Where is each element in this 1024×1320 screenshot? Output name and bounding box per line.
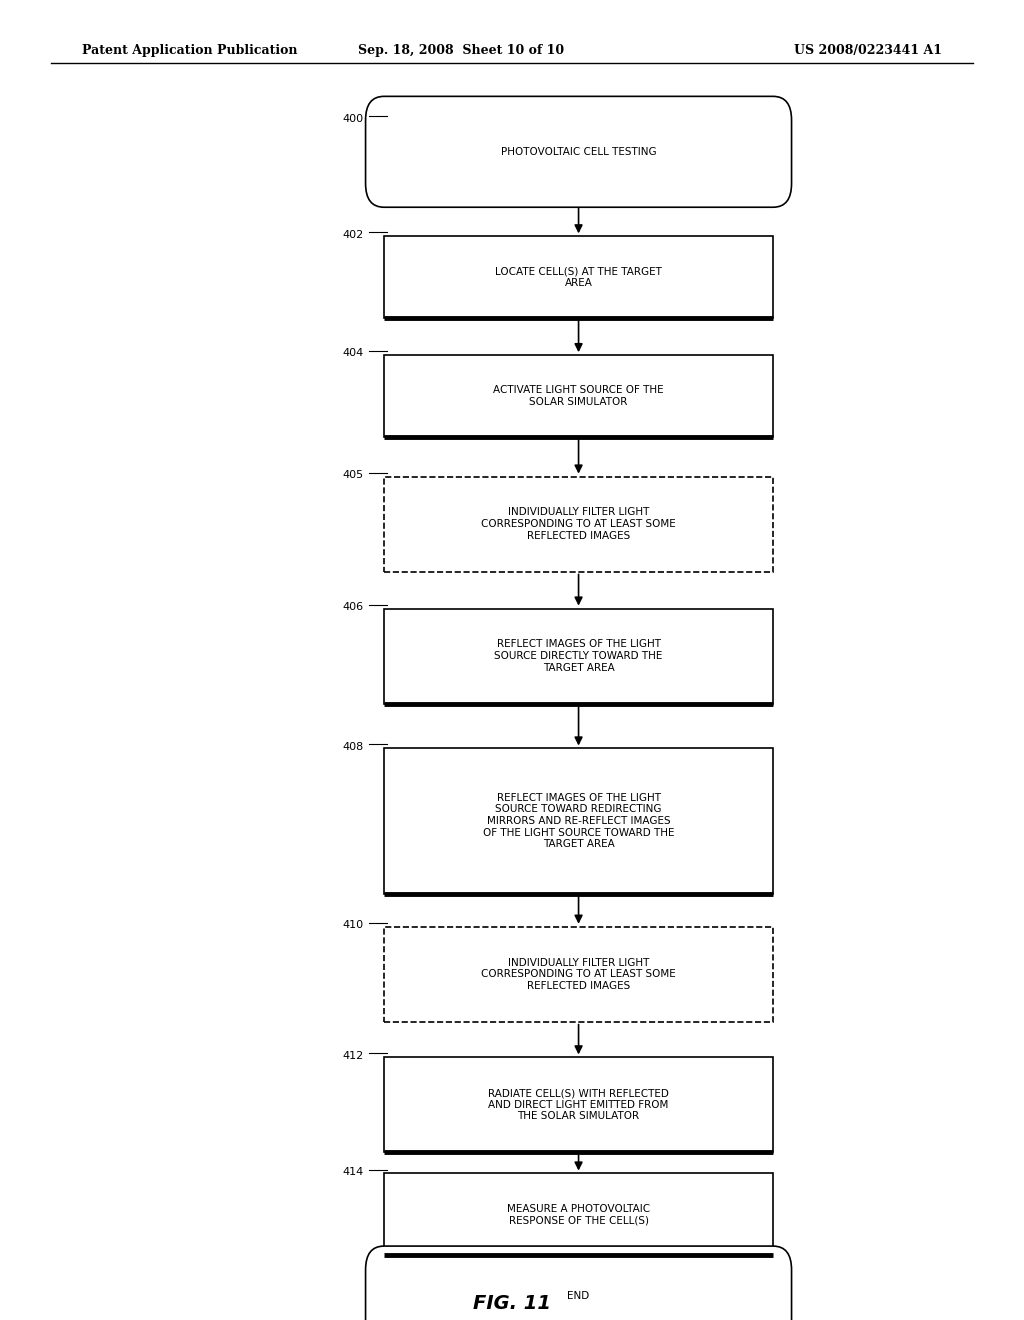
FancyBboxPatch shape: [384, 609, 773, 704]
Text: Sep. 18, 2008  Sheet 10 of 10: Sep. 18, 2008 Sheet 10 of 10: [357, 44, 564, 57]
Text: MEASURE A PHOTOVOLTAIC
RESPONSE OF THE CELL(S): MEASURE A PHOTOVOLTAIC RESPONSE OF THE C…: [507, 1204, 650, 1225]
FancyBboxPatch shape: [384, 236, 773, 318]
FancyBboxPatch shape: [384, 1173, 773, 1255]
Text: INDIVIDUALLY FILTER LIGHT
CORRESPONDING TO AT LEAST SOME
REFLECTED IMAGES: INDIVIDUALLY FILTER LIGHT CORRESPONDING …: [481, 957, 676, 991]
Text: 414: 414: [342, 1167, 364, 1177]
FancyBboxPatch shape: [366, 1246, 792, 1320]
FancyBboxPatch shape: [366, 96, 792, 207]
Text: 408: 408: [342, 742, 364, 752]
Text: PHOTOVOLTAIC CELL TESTING: PHOTOVOLTAIC CELL TESTING: [501, 147, 656, 157]
Text: ACTIVATE LIGHT SOURCE OF THE
SOLAR SIMULATOR: ACTIVATE LIGHT SOURCE OF THE SOLAR SIMUL…: [494, 385, 664, 407]
Text: 402: 402: [342, 230, 364, 240]
FancyBboxPatch shape: [384, 1057, 773, 1152]
Text: REFLECT IMAGES OF THE LIGHT
SOURCE DIRECTLY TOWARD THE
TARGET AREA: REFLECT IMAGES OF THE LIGHT SOURCE DIREC…: [495, 639, 663, 673]
Text: LOCATE CELL(S) AT THE TARGET
AREA: LOCATE CELL(S) AT THE TARGET AREA: [496, 267, 662, 288]
Text: 406: 406: [342, 602, 364, 612]
Text: 412: 412: [342, 1051, 364, 1061]
Text: REFLECT IMAGES OF THE LIGHT
SOURCE TOWARD REDIRECTING
MIRRORS AND RE-REFLECT IMA: REFLECT IMAGES OF THE LIGHT SOURCE TOWAR…: [482, 793, 675, 849]
FancyBboxPatch shape: [384, 477, 773, 572]
FancyBboxPatch shape: [384, 927, 773, 1022]
Text: 400: 400: [342, 114, 364, 124]
Text: 404: 404: [342, 348, 364, 359]
FancyBboxPatch shape: [384, 748, 773, 894]
Text: 405: 405: [342, 470, 364, 480]
Text: Patent Application Publication: Patent Application Publication: [82, 44, 297, 57]
Text: RADIATE CELL(S) WITH REFLECTED
AND DIRECT LIGHT EMITTED FROM
THE SOLAR SIMULATOR: RADIATE CELL(S) WITH REFLECTED AND DIREC…: [488, 1088, 669, 1122]
Text: 410: 410: [342, 920, 364, 931]
FancyBboxPatch shape: [384, 355, 773, 437]
Text: US 2008/0223441 A1: US 2008/0223441 A1: [794, 44, 942, 57]
Text: INDIVIDUALLY FILTER LIGHT
CORRESPONDING TO AT LEAST SOME
REFLECTED IMAGES: INDIVIDUALLY FILTER LIGHT CORRESPONDING …: [481, 507, 676, 541]
Text: FIG. 11: FIG. 11: [473, 1295, 551, 1313]
Text: END: END: [567, 1291, 590, 1302]
